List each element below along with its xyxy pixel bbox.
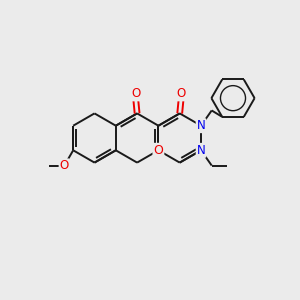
Text: O: O xyxy=(60,159,69,172)
Text: N: N xyxy=(196,144,206,157)
Text: O: O xyxy=(177,87,186,101)
Text: N: N xyxy=(196,119,206,132)
Text: O: O xyxy=(154,144,164,157)
Text: O: O xyxy=(131,87,140,101)
